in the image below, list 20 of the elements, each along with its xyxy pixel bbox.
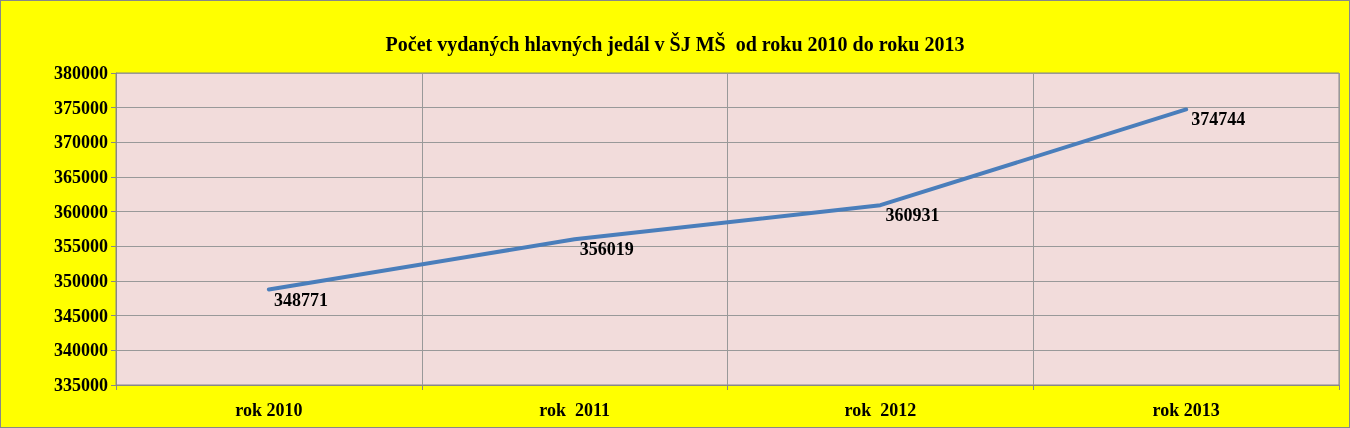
y-tick-label: 375000 [54,97,108,118]
y-tick-label: 350000 [54,271,108,291]
x-tick-label: rok 2010 [235,400,303,420]
y-tick-label: 335000 [54,375,108,395]
line-series [266,107,1189,292]
x-tick-label: rok 2013 [1152,400,1220,420]
data-label: 348771 [273,289,328,310]
y-tick-label: 360000 [54,201,108,222]
y-tick-label: 380000 [54,63,108,83]
x-tick-label: rok 2011 [539,400,610,420]
y-tick-label: 365000 [54,167,108,187]
data-label: 360931 [885,205,940,226]
data-label: 374744 [1191,109,1246,130]
chart-title: Počet vydaných hlavných jedál v ŠJ MŠ od roku 2010 do roku 2013 [385,32,965,56]
y-tick-label: 370000 [54,132,108,153]
data-label: 356019 [579,239,634,260]
y-tick-label: 345000 [54,305,108,326]
x-tick-label: rok 2012 [844,400,917,420]
y-tick-label: 355000 [54,236,108,257]
y-tick-label: 340000 [54,340,108,361]
